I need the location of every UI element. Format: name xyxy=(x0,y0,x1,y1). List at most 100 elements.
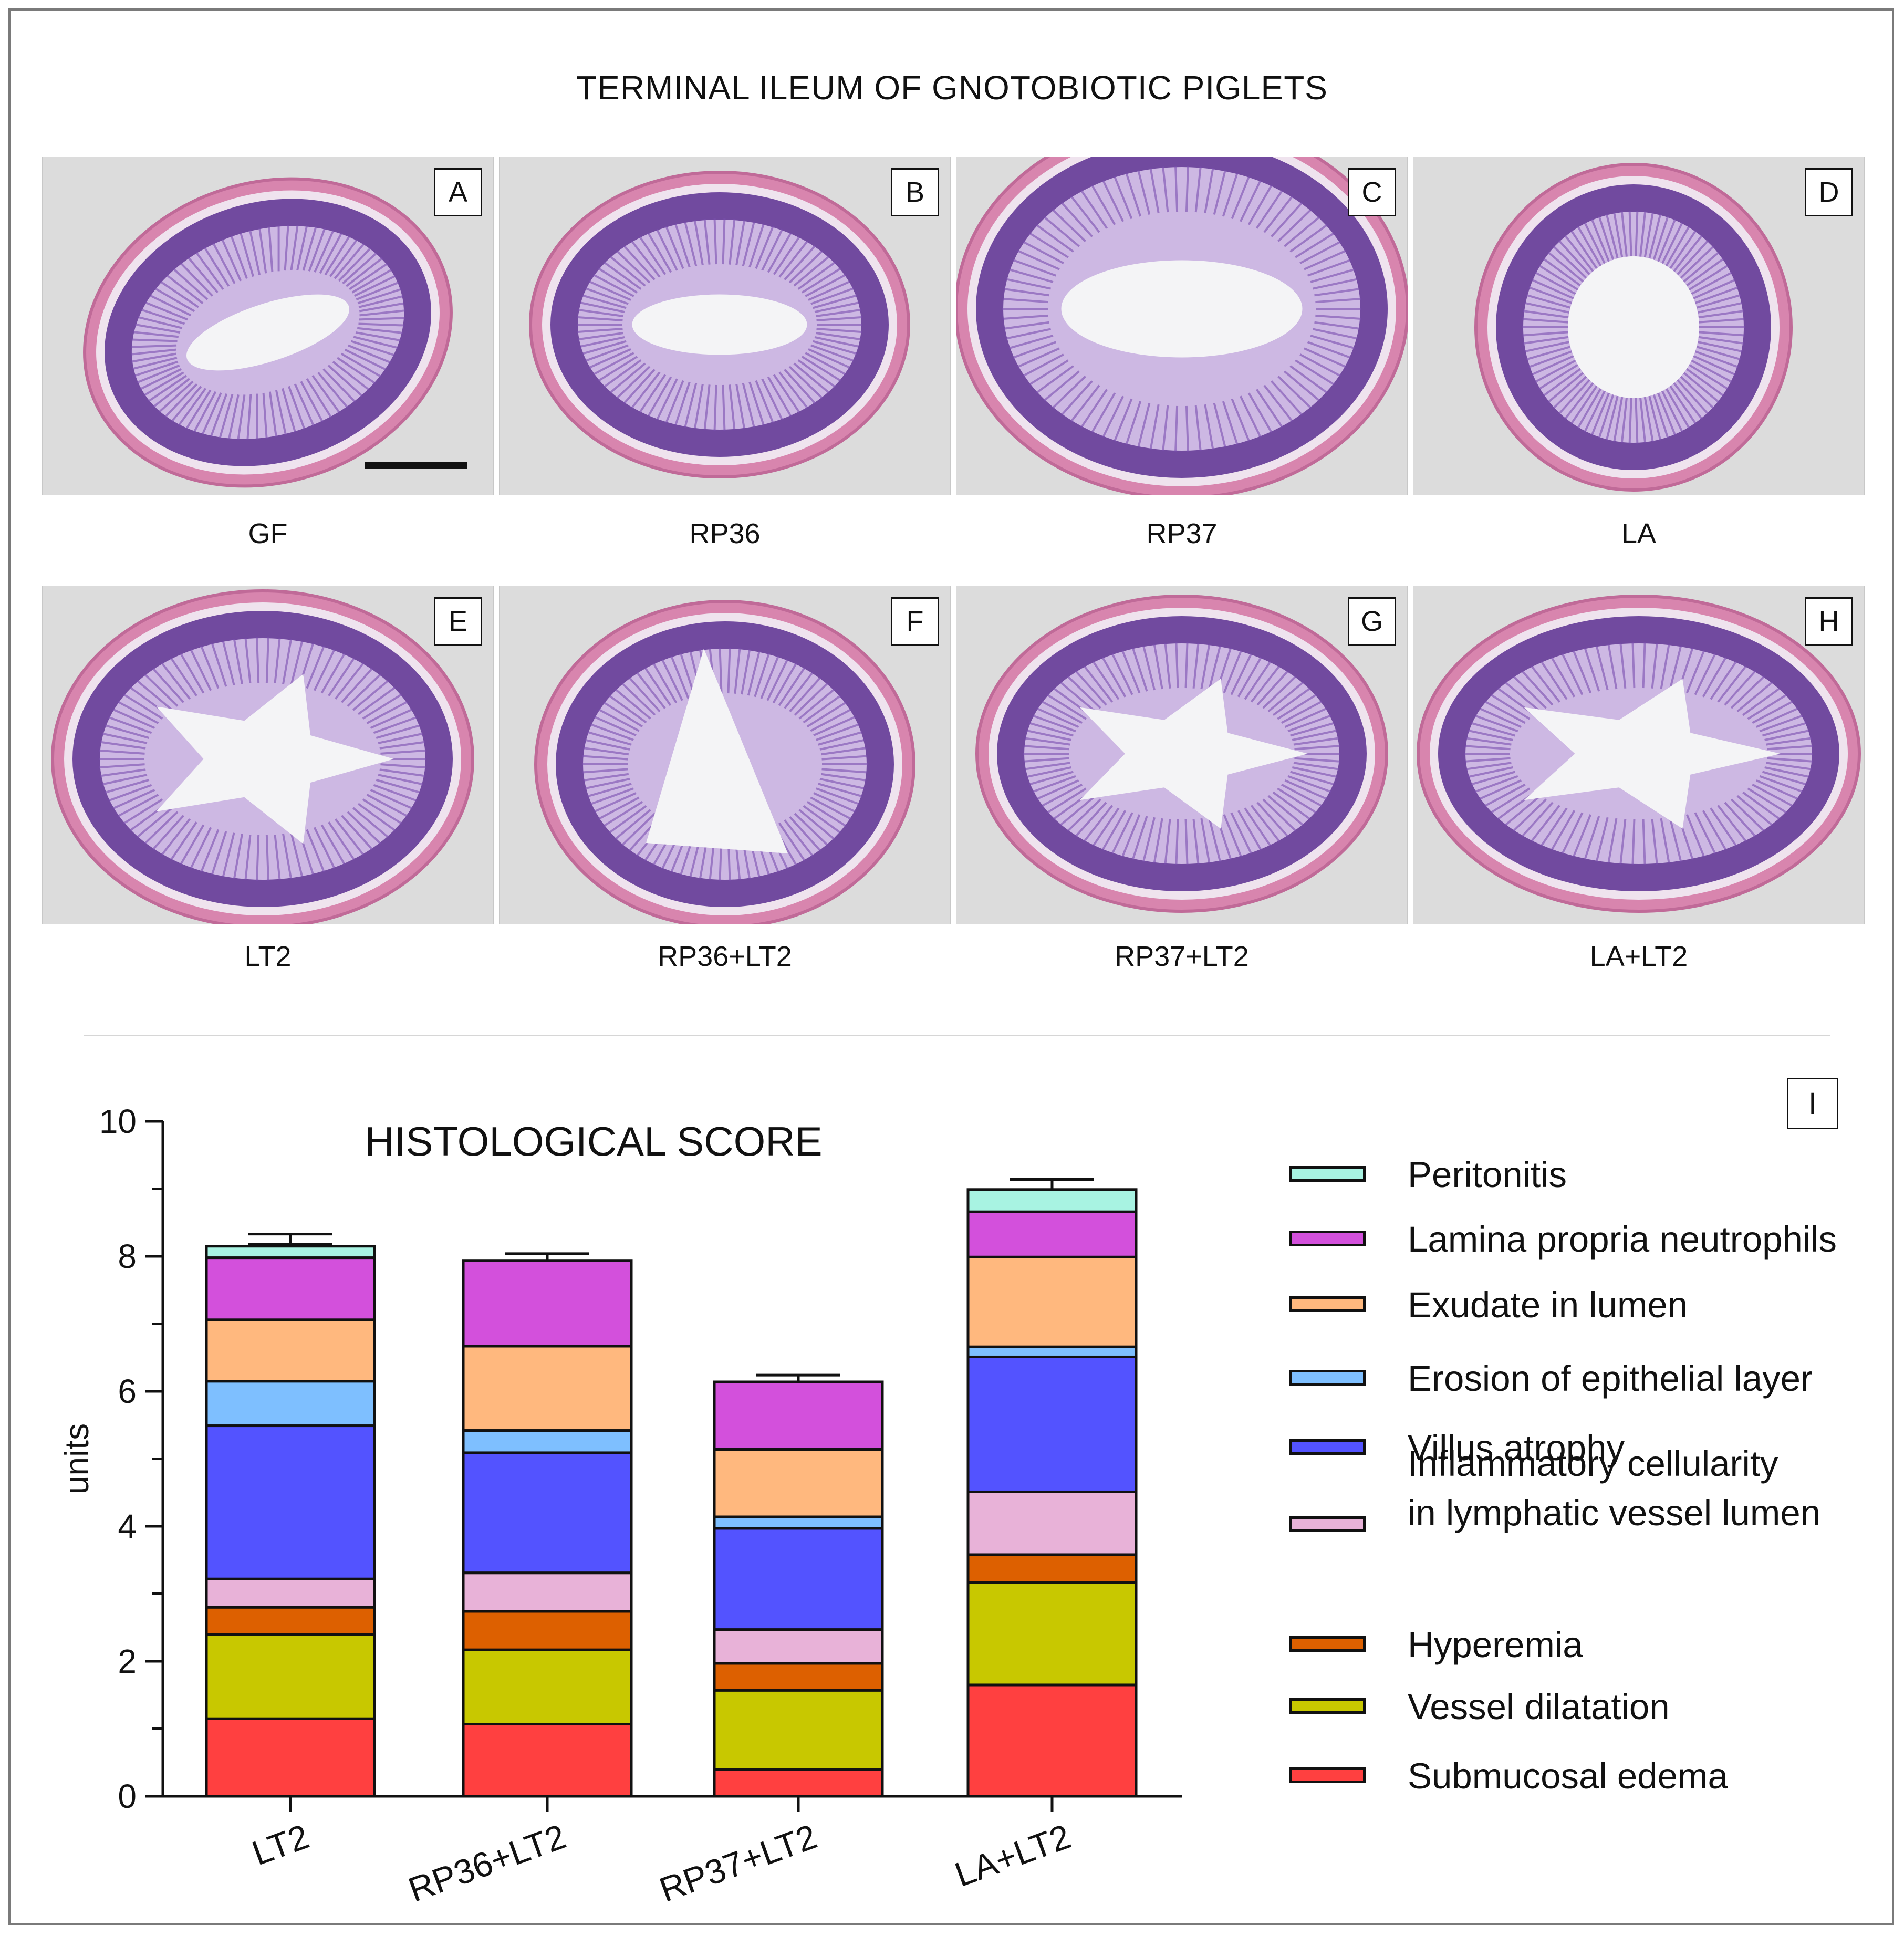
panel-caption-f: RP36+LT2 xyxy=(658,941,792,972)
x-tick-label: LA+LT2 xyxy=(950,1817,1076,1895)
panel-caption-b: RP36 xyxy=(689,518,761,549)
tissue-section-image xyxy=(83,177,453,488)
legend-label: Exudate in lumen xyxy=(1408,1285,1688,1325)
bar-segment xyxy=(462,1451,633,1575)
panel-letter-h: H xyxy=(1805,597,1853,646)
chart-legend: Peritonitis Lamina propria neutrophils Exu… xyxy=(1289,1150,1867,1817)
micrograph-panel-a: A xyxy=(42,157,494,495)
bar-segment xyxy=(205,1577,376,1609)
legend-swatch xyxy=(1289,1767,1366,1783)
legend-swatch xyxy=(1289,1439,1366,1455)
bar-segment xyxy=(462,1345,633,1432)
legend-label: Vessel dilatation xyxy=(1408,1687,1670,1727)
bar-segment xyxy=(205,1256,376,1321)
bar-segment xyxy=(966,1188,1138,1213)
bar-segment xyxy=(462,1571,633,1613)
bar-segment xyxy=(713,1768,884,1798)
y-tick-label: 0 xyxy=(118,1777,137,1815)
bar-segment xyxy=(966,1490,1138,1556)
micrograph-panel-b: B xyxy=(499,157,951,495)
tissue-section-image xyxy=(51,589,474,924)
panel-letter-e: E xyxy=(434,597,482,646)
bar-segment xyxy=(205,1424,376,1580)
bar-segment xyxy=(713,1380,884,1451)
micrograph-panel-c: C xyxy=(956,157,1408,495)
panel-letter-g: G xyxy=(1348,597,1396,646)
micrograph-panel-d: D xyxy=(1413,157,1865,495)
tissue-section-image xyxy=(529,171,910,478)
bar-segment xyxy=(205,1318,376,1383)
x-tick-label: RP36+LT2 xyxy=(403,1817,571,1909)
chart-svg: 0 2 4 6 8 10 units HISTOLOGICAL SCORE LT2 RP36+LT… xyxy=(58,1102,1182,1909)
bar-segment xyxy=(966,1210,1138,1258)
panel-letter-a: A xyxy=(434,168,482,216)
bar-segment xyxy=(713,1689,884,1771)
panel-i-label: I xyxy=(1787,1078,1838,1129)
legend-label: Submucosal edema xyxy=(1408,1756,1728,1796)
legend-label: Villus atrophy xyxy=(1408,1428,1625,1468)
bar-segment xyxy=(462,1648,633,1726)
section-divider xyxy=(84,1035,1830,1036)
bar-segment xyxy=(713,1527,884,1631)
y-tick-label: 8 xyxy=(118,1237,137,1275)
micrograph-panel-f: F xyxy=(499,586,951,924)
legend-swatch xyxy=(1289,1296,1366,1312)
panel-caption-a: GF xyxy=(248,518,288,549)
bar-segment xyxy=(966,1683,1138,1798)
panel-letter-f: F xyxy=(891,597,939,646)
micrograph-panel-e: E xyxy=(42,586,494,924)
legend-label: Erosion of epithelial layer xyxy=(1408,1358,1813,1399)
bar-segment xyxy=(462,1429,633,1454)
bar-segment xyxy=(966,1355,1138,1493)
legend-swatch xyxy=(1289,1370,1366,1386)
legend-swatch xyxy=(1289,1698,1366,1714)
y-axis-label: units xyxy=(58,1423,96,1494)
legend-swatch xyxy=(1289,1516,1366,1532)
panel-caption-g: RP37+LT2 xyxy=(1115,941,1249,972)
bar-segment xyxy=(205,1245,376,1260)
y-tick-label: 2 xyxy=(118,1642,137,1680)
tissue-section-image xyxy=(956,157,1408,495)
y-tick-label: 10 xyxy=(99,1102,137,1140)
bar-segment xyxy=(462,1259,633,1348)
panel-caption-d: LA xyxy=(1621,518,1657,549)
bar-segment xyxy=(966,1255,1138,1348)
bar-segment xyxy=(966,1553,1138,1584)
legend-label: Lamina propria neutrophils xyxy=(1408,1219,1837,1260)
bar-segment xyxy=(966,1345,1138,1358)
bar-segment xyxy=(205,1380,376,1428)
bar-segment xyxy=(966,1581,1138,1687)
legend-swatch xyxy=(1289,1166,1366,1182)
legend-swatch xyxy=(1289,1231,1366,1246)
panel-letter-d: D xyxy=(1805,168,1853,216)
bar-segment xyxy=(462,1610,633,1651)
legend-label: Hyperemia xyxy=(1408,1625,1583,1665)
legend-label: Inflammatory cellularity in lymphatic ve… xyxy=(1408,1443,1821,1533)
legend-swatch xyxy=(1289,1636,1366,1652)
tissue-section-image xyxy=(1417,595,1861,913)
y-tick-label: 6 xyxy=(118,1372,137,1410)
bar-segment xyxy=(205,1717,376,1798)
panel-caption-h: LA+LT2 xyxy=(1589,941,1688,972)
panel-letter-c: C xyxy=(1348,168,1396,216)
panel-caption-c: RP37 xyxy=(1146,518,1218,549)
tissue-section-image xyxy=(975,595,1388,913)
micrograph-panel-h: H xyxy=(1413,586,1865,924)
figure-title: TERMINAL ILEUM OF GNOTOBIOTIC PIGLETS xyxy=(576,69,1328,107)
bar-segment xyxy=(462,1723,633,1798)
chart-title: HISTOLOGICAL SCORE xyxy=(365,1118,822,1164)
scale-bar xyxy=(365,462,467,469)
histological-score-chart: 0 2 4 6 8 10 units HISTOLOGICAL SCORE LT2 RP36+LT… xyxy=(0,1050,1904,1936)
x-tick-label: LT2 xyxy=(247,1817,314,1873)
x-tick-label: RP37+LT2 xyxy=(654,1817,822,1909)
tissue-section-image xyxy=(534,600,915,924)
panel-letter-b: B xyxy=(891,168,939,216)
bar-segment xyxy=(205,1606,376,1636)
bar-segment xyxy=(713,1515,884,1530)
tissue-section-image xyxy=(1474,163,1793,492)
bar-segment xyxy=(713,1662,884,1692)
bar-segment xyxy=(205,1633,376,1720)
y-tick-label: 4 xyxy=(118,1507,137,1545)
panel-caption-e: LT2 xyxy=(244,941,292,972)
legend-label: Peritonitis xyxy=(1408,1154,1567,1195)
